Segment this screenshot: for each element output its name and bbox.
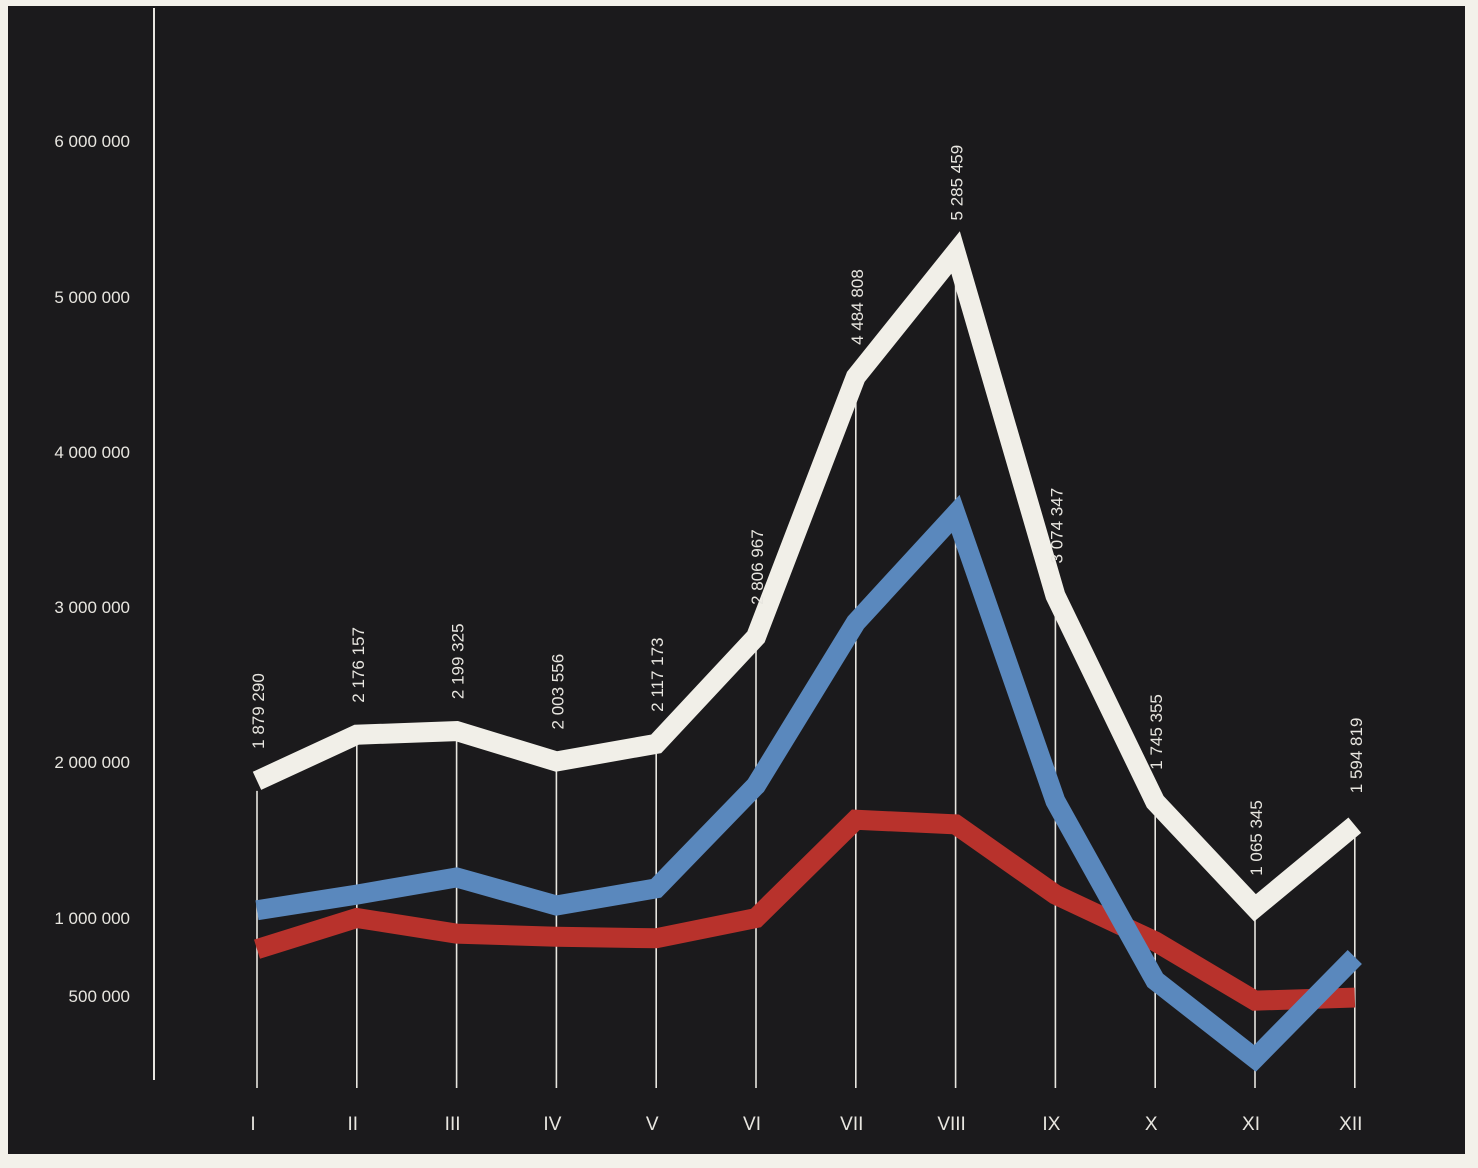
y-tick-label: 4 000 000 (54, 443, 130, 462)
x-tick-label: XI (1242, 1114, 1260, 1135)
data-label: 2 003 556 (548, 654, 567, 730)
x-tick-label: VIII (937, 1114, 966, 1135)
y-tick-label: 3 000 000 (54, 598, 130, 617)
x-tick-label: X (1145, 1114, 1158, 1135)
data-label: 5 285 459 (948, 145, 967, 221)
y-tick-label: 6 000 000 (54, 132, 130, 151)
y-tick-label: 5 000 000 (54, 288, 130, 307)
y-tick-label: 1 000 000 (54, 909, 130, 928)
y-tick-label: 2 000 000 (54, 753, 130, 772)
data-label: 2 199 325 (449, 623, 468, 699)
data-label: 2 176 157 (349, 627, 368, 703)
data-labels: 1 879 290 2 176 157 2 199 325 2 003 556 2 11… (249, 145, 1366, 876)
white-series-line (252, 231, 1362, 922)
chart-panel (8, 6, 1465, 1154)
red-series-line (254, 809, 1356, 1011)
data-label: 3 074 347 (1047, 488, 1066, 564)
data-label: 1 879 290 (249, 673, 268, 749)
x-tick-label: XII (1339, 1114, 1362, 1135)
data-label: 2 117 173 (648, 637, 667, 711)
x-axis-labels: I II III IV V VI VII VIII IX X XI XII (250, 1114, 1362, 1135)
x-tick-label: I (250, 1114, 255, 1135)
series-lines (252, 231, 1362, 1072)
data-label: 1 745 355 (1147, 694, 1166, 770)
x-tick-label: VII (840, 1114, 863, 1135)
data-label: 4 484 808 (848, 269, 867, 345)
blue-series-line (255, 494, 1362, 1072)
data-label: 1 594 819 (1347, 718, 1366, 794)
x-tick-label: III (445, 1114, 461, 1135)
x-tick-label: IV (543, 1114, 561, 1135)
x-tick-label: II (348, 1114, 359, 1135)
y-tick-label: 500 000 (69, 987, 130, 1006)
data-label: 1 065 345 (1247, 800, 1266, 876)
x-tick-label: V (646, 1114, 659, 1135)
data-label: 2 806 967 (748, 529, 767, 605)
y-axis-ticks: 6 000 000 5 000 000 4 000 000 3 000 000 2 00… (54, 132, 130, 1006)
x-tick-label: IX (1042, 1114, 1060, 1135)
x-tick-label: VI (743, 1114, 761, 1135)
